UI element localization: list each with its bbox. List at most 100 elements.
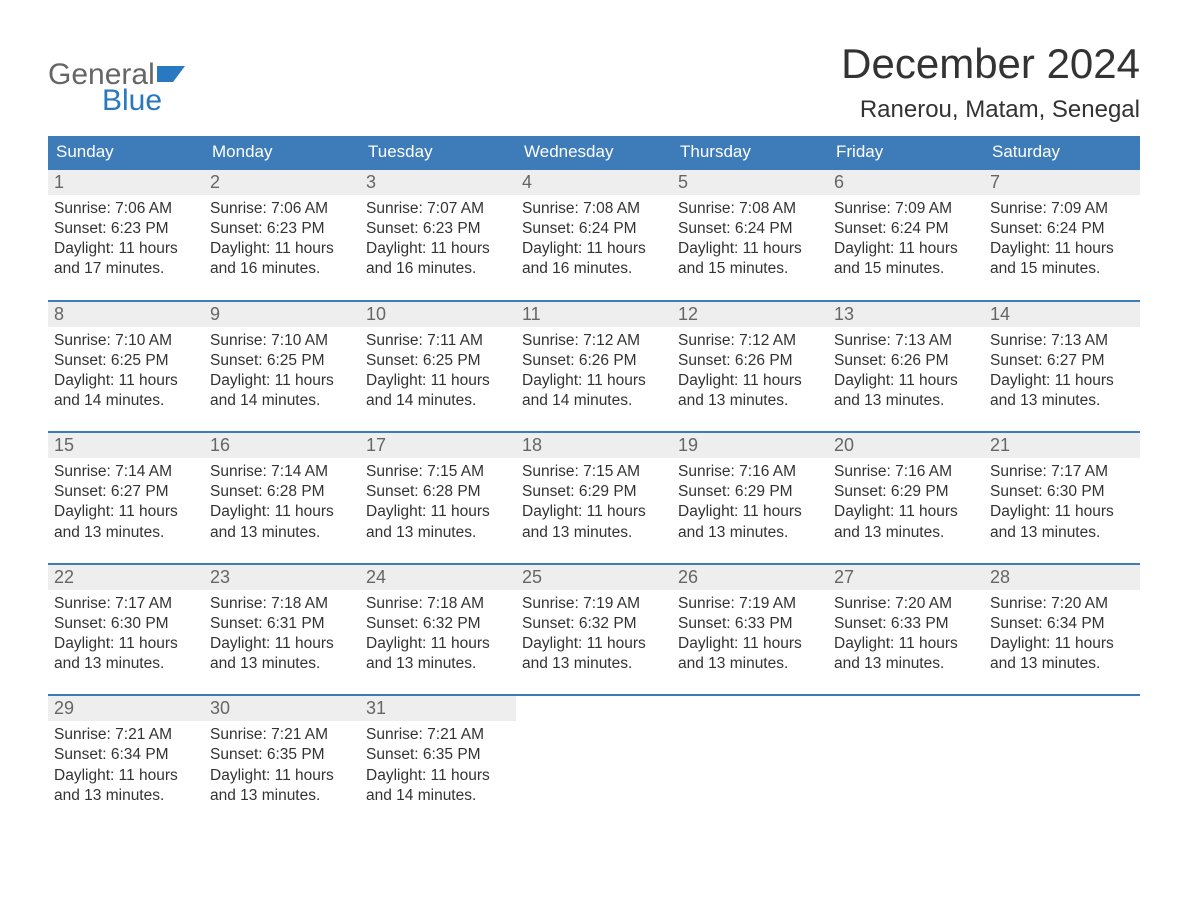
day-cell	[672, 696, 828, 808]
day-number: 29	[54, 698, 74, 718]
day-number-row: 13	[828, 302, 984, 327]
day-number-row: 17	[360, 433, 516, 458]
day-cell: 26Sunrise: 7:19 AMSunset: 6:33 PMDayligh…	[672, 565, 828, 677]
day-body: Sunrise: 7:06 AMSunset: 6:23 PMDaylight:…	[204, 195, 360, 282]
weeks-container: 1Sunrise: 7:06 AMSunset: 6:23 PMDaylight…	[48, 168, 1140, 808]
day-number: 16	[210, 435, 230, 455]
sunset-line: Sunset: 6:23 PM	[54, 219, 198, 239]
day-body: Sunrise: 7:20 AMSunset: 6:33 PMDaylight:…	[828, 590, 984, 677]
day-number-row: 27	[828, 565, 984, 590]
sunrise-line: Sunrise: 7:11 AM	[366, 331, 510, 351]
day-number-row: 26	[672, 565, 828, 590]
day-body: Sunrise: 7:16 AMSunset: 6:29 PMDaylight:…	[672, 458, 828, 545]
sunrise-line: Sunrise: 7:18 AM	[366, 594, 510, 614]
sunrise-line: Sunrise: 7:13 AM	[834, 331, 978, 351]
sunrise-line: Sunrise: 7:20 AM	[834, 594, 978, 614]
day-cell: 12Sunrise: 7:12 AMSunset: 6:26 PMDayligh…	[672, 302, 828, 414]
day-cell: 9Sunrise: 7:10 AMSunset: 6:25 PMDaylight…	[204, 302, 360, 414]
day-cell: 29 Sunrise: 7:21 AMSunset: 6:34 PMDayligh…	[48, 696, 204, 808]
day-body: Sunrise: 7:18 AMSunset: 6:32 PMDaylight:…	[360, 590, 516, 677]
sunset-line: Sunset: 6:29 PM	[522, 482, 666, 502]
week-row: 1Sunrise: 7:06 AMSunset: 6:23 PMDaylight…	[48, 168, 1140, 282]
sunrise-line: Sunrise: 7:08 AM	[522, 199, 666, 219]
day-cell: 3Sunrise: 7:07 AMSunset: 6:23 PMDaylight…	[360, 170, 516, 282]
calendar-grid: SundayMondayTuesdayWednesdayThursdayFrid…	[48, 136, 1140, 808]
day-number: 1	[54, 172, 64, 192]
sunset-line: Sunset: 6:33 PM	[834, 614, 978, 634]
day-cell: 25Sunrise: 7:19 AMSunset: 6:32 PMDayligh…	[516, 565, 672, 677]
daylight-line: Daylight: 11 hours and 13 minutes.	[366, 634, 510, 674]
sunset-line: Sunset: 6:24 PM	[834, 219, 978, 239]
week-row: 8Sunrise: 7:10 AMSunset: 6:25 PMDaylight…	[48, 300, 1140, 414]
title-block: December 2024 Ranerou, Matam, Senegal	[841, 40, 1140, 136]
day-number-row: 9	[204, 302, 360, 327]
sunset-line: Sunset: 6:31 PM	[210, 614, 354, 634]
daylight-line: Daylight: 11 hours and 13 minutes.	[990, 371, 1134, 411]
day-body: Sunrise: 7:21 AMSunset: 6:35 PMDaylight:…	[204, 721, 360, 808]
day-number-row: 16	[204, 433, 360, 458]
sunrise-line: Sunrise: 7:10 AM	[210, 331, 354, 351]
sunrise-line: Sunrise: 7:09 AM	[990, 199, 1134, 219]
daylight-line: Daylight: 11 hours and 13 minutes.	[834, 634, 978, 674]
weekday-header: Friday	[828, 136, 984, 168]
sunrise-line: Sunrise: 7:14 AM	[210, 462, 354, 482]
sunset-line: Sunset: 6:32 PM	[522, 614, 666, 634]
day-body: Sunrise: 7:13 AMSunset: 6:27 PMDaylight:…	[984, 327, 1140, 414]
day-body: Sunrise: 7:21 AMSunset: 6:34 PMDaylight:…	[48, 721, 204, 808]
day-number-row: 30	[204, 696, 360, 721]
daylight-line: Daylight: 11 hours and 14 minutes.	[366, 766, 510, 806]
day-number: 8	[54, 304, 64, 324]
header-row: General Blue December 2024 Ranerou, Mata…	[48, 40, 1140, 136]
day-cell: 24 Sunrise: 7:18 AMSunset: 6:32 PMDayligh…	[360, 565, 516, 677]
day-number: 27	[834, 567, 854, 587]
day-number: 20	[834, 435, 854, 455]
sunrise-line: Sunrise: 7:06 AM	[54, 199, 198, 219]
sunrise-line: Sunrise: 7:14 AM	[54, 462, 198, 482]
daylight-line: Daylight: 11 hours and 14 minutes.	[54, 371, 198, 411]
day-cell: 19Sunrise: 7:16 AMSunset: 6:29 PMDayligh…	[672, 433, 828, 545]
sunset-line: Sunset: 6:23 PM	[210, 219, 354, 239]
day-body: Sunrise: 7:19 AMSunset: 6:33 PMDaylight:…	[672, 590, 828, 677]
sunset-line: Sunset: 6:34 PM	[990, 614, 1134, 634]
week-row: 22Sunrise: 7:17 AMSunset: 6:30 PMDayligh…	[48, 563, 1140, 677]
day-number: 21	[990, 435, 1010, 455]
daylight-line: Daylight: 11 hours and 13 minutes.	[990, 634, 1134, 674]
sunrise-line: Sunrise: 7:13 AM	[990, 331, 1134, 351]
day-number: 25	[522, 567, 542, 587]
day-cell: 21Sunrise: 7:17 AMSunset: 6:30 PMDayligh…	[984, 433, 1140, 545]
logo-text-block: General Blue	[48, 60, 189, 116]
day-number: 23	[210, 567, 230, 587]
sunrise-line: Sunrise: 7:19 AM	[522, 594, 666, 614]
daylight-line: Daylight: 11 hours and 17 minutes.	[54, 239, 198, 279]
day-body: Sunrise: 7:18 AMSunset: 6:31 PMDaylight:…	[204, 590, 360, 677]
day-number: 24	[366, 567, 386, 587]
day-number-row: 25	[516, 565, 672, 590]
day-cell: 7Sunrise: 7:09 AMSunset: 6:24 PMDaylight…	[984, 170, 1140, 282]
day-number-row: 28	[984, 565, 1140, 590]
sunset-line: Sunset: 6:29 PM	[678, 482, 822, 502]
day-number: 31	[366, 698, 386, 718]
sunset-line: Sunset: 6:35 PM	[366, 745, 510, 765]
weekday-header: Saturday	[984, 136, 1140, 168]
day-number: 7	[990, 172, 1000, 192]
day-number-row: 29	[48, 696, 204, 721]
day-cell: 22Sunrise: 7:17 AMSunset: 6:30 PMDayligh…	[48, 565, 204, 677]
day-number: 9	[210, 304, 220, 324]
day-cell: 16Sunrise: 7:14 AMSunset: 6:28 PMDayligh…	[204, 433, 360, 545]
sunset-line: Sunset: 6:24 PM	[678, 219, 822, 239]
daylight-line: Daylight: 11 hours and 13 minutes.	[678, 371, 822, 411]
sunrise-line: Sunrise: 7:16 AM	[678, 462, 822, 482]
day-body: Sunrise: 7:16 AMSunset: 6:29 PMDaylight:…	[828, 458, 984, 545]
sunset-line: Sunset: 6:32 PM	[366, 614, 510, 634]
day-number-row: 10	[360, 302, 516, 327]
brand-logo: General Blue	[48, 60, 189, 116]
weekday-header: Sunday	[48, 136, 204, 168]
day-number-row: 5	[672, 170, 828, 195]
sunset-line: Sunset: 6:24 PM	[522, 219, 666, 239]
week-row: 29 Sunrise: 7:21 AMSunset: 6:34 PMDayligh…	[48, 694, 1140, 808]
day-cell: 13Sunrise: 7:13 AMSunset: 6:26 PMDayligh…	[828, 302, 984, 414]
day-number-row: 23	[204, 565, 360, 590]
day-body: Sunrise: 7:21 AMSunset: 6:35 PMDaylight:…	[360, 721, 516, 808]
daylight-line: Daylight: 11 hours and 13 minutes.	[210, 502, 354, 542]
day-body: Sunrise: 7:07 AMSunset: 6:23 PMDaylight:…	[360, 195, 516, 282]
